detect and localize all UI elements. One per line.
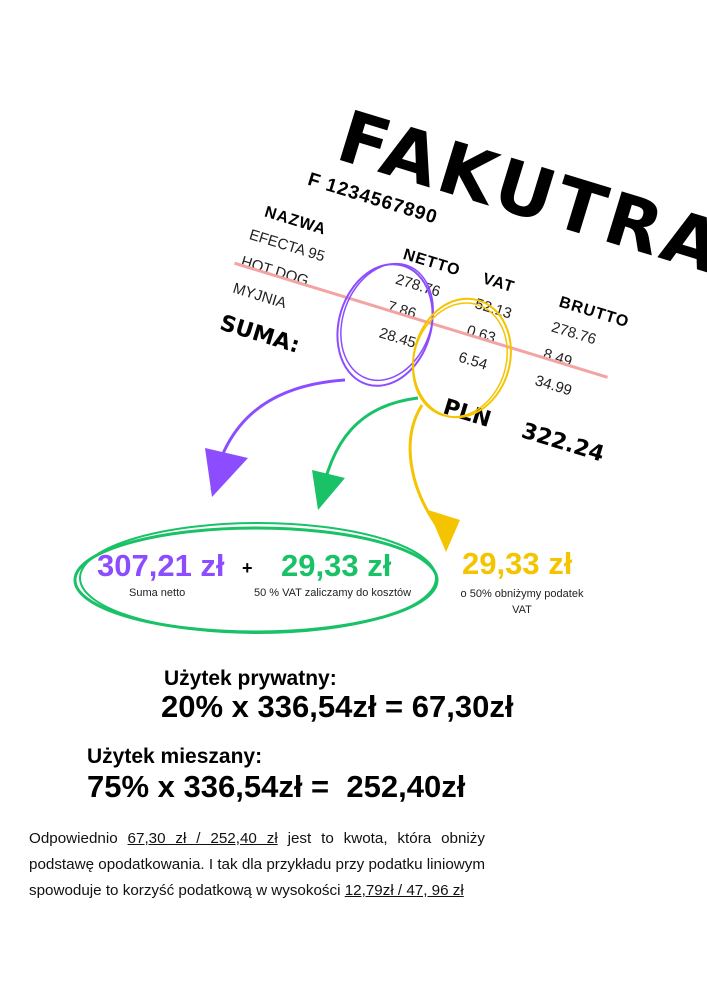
vat-circle-2 bbox=[411, 302, 509, 418]
summary-oval-2 bbox=[79, 522, 437, 634]
vat-circle bbox=[412, 297, 512, 419]
yellow-arrow-line bbox=[408, 404, 442, 531]
vat-reduce-caption: o 50% obniżymy podatek VAT bbox=[460, 588, 584, 616]
plus-sign: + bbox=[242, 558, 253, 578]
vat-reduce-value: 29,33 zł bbox=[462, 546, 573, 581]
netto-sum-caption: Suma netto bbox=[129, 587, 186, 599]
mixed-use-heading: Użytek mieszany: bbox=[87, 745, 263, 768]
annotation-overlay bbox=[73, 262, 512, 634]
private-use-heading: Użytek prywatny: bbox=[164, 667, 337, 690]
netto-circle-2 bbox=[340, 262, 434, 382]
paragraph-text: Odpowiednio bbox=[29, 830, 128, 847]
netto-circle bbox=[336, 263, 434, 387]
purple-arrow-head bbox=[205, 448, 248, 497]
netto-sum-value: 307,21 zł bbox=[97, 548, 225, 583]
private-use-equation: 20% x 336,54zł = 67,30zł bbox=[161, 689, 514, 724]
mixed-use-equation: 75% x 336,54zł = 252,40zł bbox=[87, 769, 466, 804]
paragraph-text: jest to kwota, która obniży podstawę opo… bbox=[29, 830, 485, 899]
benefit-link: 12,79zł / 47, 96 zł bbox=[344, 882, 464, 899]
vat-cost-caption: 50 % VAT zaliczamy do kosztów bbox=[254, 587, 412, 599]
vat-cost-value: 29,33 zł bbox=[281, 548, 392, 583]
explanation-paragraph: Odpowiednio 67,30 zł / 252,40 zł jest to… bbox=[29, 826, 485, 904]
amount-link: 67,30 zł / 252,40 zł bbox=[127, 830, 278, 847]
green-arrow-head bbox=[312, 470, 345, 510]
yellow-arrow-head bbox=[428, 510, 460, 552]
